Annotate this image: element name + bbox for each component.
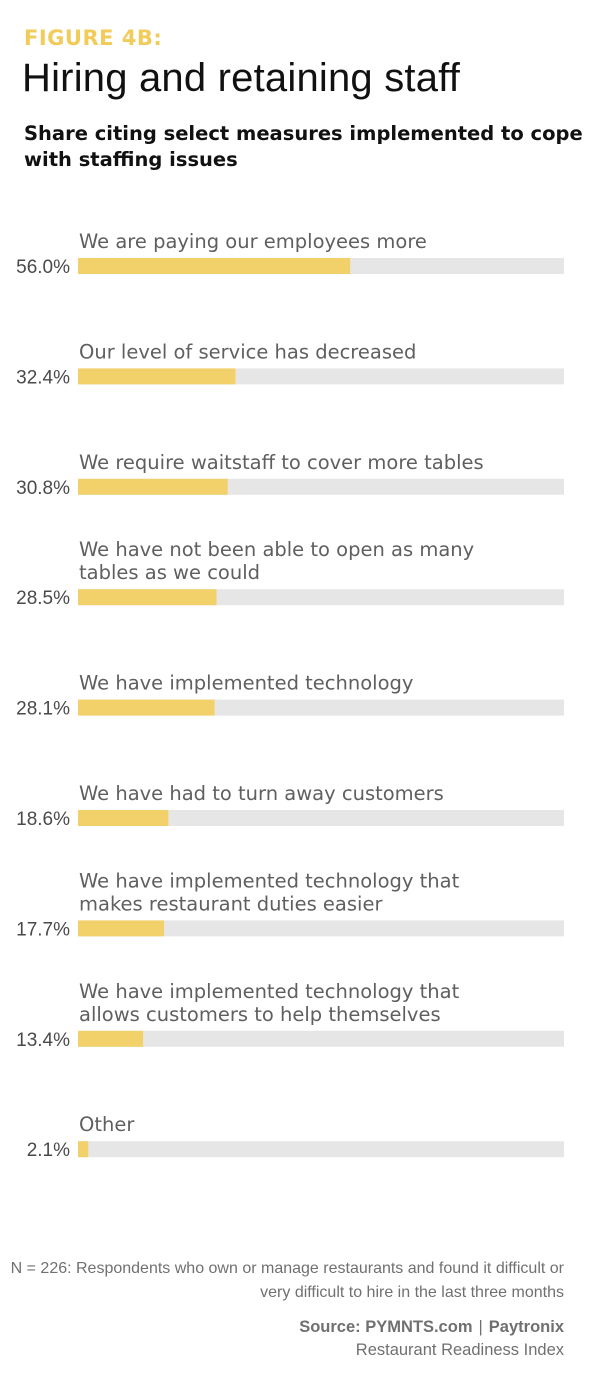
bar-track	[78, 1030, 564, 1047]
category-label: We require waitstaff to cover more table…	[79, 451, 484, 474]
category-label: Other	[79, 1113, 135, 1136]
bar	[78, 258, 351, 274]
bar	[78, 699, 215, 716]
bar	[78, 368, 236, 385]
category-label: We have implemented technology that	[79, 869, 460, 892]
category-label: We have not been able to open as many	[79, 538, 474, 561]
bar-track	[78, 1141, 564, 1158]
bar	[78, 920, 165, 937]
value-label: 13.4%	[16, 1030, 70, 1051]
value-label: 17.7%	[16, 919, 70, 940]
category-label: We are paying our employees more	[79, 230, 427, 253]
value-label: 32.4%	[16, 367, 70, 388]
bar	[78, 1030, 144, 1047]
bar-chart: 56.0% We are paying our employees more 32.…	[16, 230, 564, 1161]
source-pymnts: Source: PYMNTS.com	[299, 1318, 473, 1336]
category-label: makes restaurant duties easier	[79, 892, 383, 915]
bar-track	[78, 810, 564, 826]
source-paytronix: Paytronix	[488, 1318, 564, 1336]
category-label: allows customers to help themselves	[79, 1003, 441, 1026]
category-label: We have implemented technology that	[79, 980, 460, 1003]
value-label: 2.1%	[27, 1140, 70, 1161]
value-label: 30.8%	[16, 478, 70, 499]
chart-subtitle: Share citing select measures implemented…	[24, 122, 583, 171]
chart-title: Hiring and retaining staff	[22, 56, 461, 100]
index-name: Restaurant Readiness Index	[355, 1341, 564, 1359]
category-label: Our level of service has decreased	[79, 340, 416, 363]
bar	[78, 478, 228, 495]
sample-note: N = 226: Respondents who own or manage r…	[10, 1260, 564, 1301]
source-line: Source: PYMNTS.com | Paytronix	[299, 1318, 564, 1337]
bar	[78, 1141, 89, 1158]
bar-track	[78, 920, 564, 937]
category-label: tables as we could	[79, 561, 260, 584]
category-label: We have had to turn away customers	[79, 782, 444, 805]
value-label: 18.6%	[16, 809, 70, 830]
category-label: We have implemented technology	[79, 672, 413, 695]
source-separator: |	[478, 1318, 483, 1336]
value-label: 28.1%	[16, 699, 70, 720]
figure-label: FIGURE 4B:	[24, 26, 163, 50]
value-label: 56.0%	[16, 257, 70, 278]
value-label: 28.5%	[16, 588, 70, 609]
bar	[78, 589, 217, 606]
bar	[78, 810, 169, 826]
